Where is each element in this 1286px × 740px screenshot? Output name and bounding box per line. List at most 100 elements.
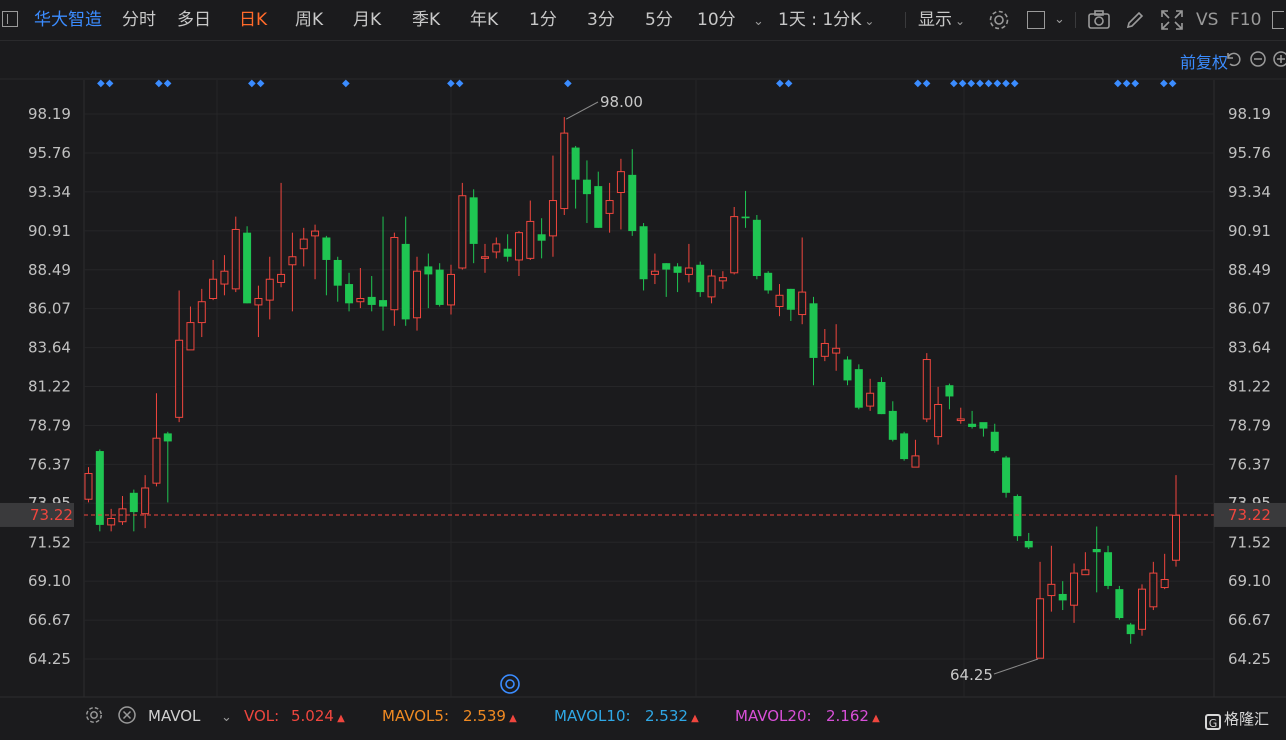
candle (662, 263, 671, 297)
fullscreen-icon[interactable] (1160, 9, 1184, 31)
event-marker[interactable]: ◆◆ (1160, 78, 1177, 89)
candle-body (107, 517, 116, 526)
y-tick-label-right: 66.67 (1228, 611, 1271, 629)
indicator-name[interactable]: MAVOL (148, 707, 201, 725)
logo-icon: G (1205, 714, 1221, 730)
candle-body (1138, 588, 1147, 630)
candle-body (220, 270, 229, 285)
event-marker[interactable]: ◆◆◆ (1114, 78, 1140, 89)
interval-selector[interactable]: 1天 : 1分K ⌄ (778, 10, 874, 31)
candle-body (503, 248, 512, 257)
indicator-value-text: 2.539 (463, 707, 506, 725)
chevron-down-icon[interactable]: ⌄ (221, 710, 232, 725)
candle-body (650, 270, 659, 275)
event-marker[interactable]: ◆ (564, 78, 573, 89)
candle (979, 422, 988, 437)
undo-icon[interactable] (1224, 50, 1242, 68)
candle-body (480, 256, 489, 259)
candle (413, 256, 422, 331)
candle (752, 215, 761, 280)
display-menu[interactable]: 显示 ⌄ (918, 10, 965, 31)
f10-button[interactable]: F10 (1230, 10, 1262, 30)
candle-body (265, 278, 274, 301)
indicator-value-text: 5.024 (291, 707, 334, 725)
adjust-mode-label[interactable]: 前复权 (1179, 53, 1228, 72)
candle-body (1058, 593, 1067, 601)
event-marker[interactable]: ◆◆ (447, 78, 464, 89)
candle-body (548, 200, 557, 237)
zoom-out-icon[interactable] (1249, 50, 1267, 68)
candle (469, 189, 478, 264)
candle (503, 234, 512, 262)
current-price-tag-right: 73.22 (1228, 506, 1271, 524)
candle-body (1013, 496, 1022, 537)
event-marker[interactable]: ◆◆ (155, 78, 172, 89)
candle (220, 255, 229, 296)
period-tab[interactable]: 分时 (122, 10, 156, 30)
period-tab[interactable]: 1分 (529, 10, 557, 30)
sidebar-toggle-icon[interactable] (2, 11, 18, 27)
candle-body (684, 267, 693, 275)
candle-body (832, 347, 841, 354)
event-marker[interactable]: ◆◆ (914, 78, 931, 89)
candle (718, 271, 727, 289)
candle (1036, 561, 1045, 659)
candles (84, 117, 1180, 659)
candle (764, 271, 773, 294)
event-marker[interactable]: ◆ (342, 78, 351, 89)
event-marker[interactable]: ◆◆◆◆◆◆◆◆ (950, 78, 1020, 89)
camera-icon[interactable] (1087, 9, 1111, 31)
candle (526, 200, 535, 260)
candle-body (764, 272, 773, 291)
candle-body (277, 273, 286, 283)
period-tab[interactable]: 多日 (177, 10, 211, 30)
y-tick-label-left: 69.10 (28, 572, 71, 590)
event-marker[interactable]: ◆◆ (97, 78, 114, 89)
period-tab[interactable]: 周K (295, 10, 324, 30)
candle-body (231, 228, 240, 290)
period-tab[interactable]: 10分 (697, 10, 736, 30)
pencil-icon[interactable] (1124, 9, 1146, 31)
candle (934, 386, 943, 445)
indicator-value: 5.024 ▲ (291, 707, 345, 728)
gear-icon[interactable] (988, 9, 1010, 31)
zoom-in-icon[interactable] (1272, 50, 1286, 68)
y-tick-label-left: 90.91 (28, 222, 71, 240)
candle-body (209, 278, 218, 300)
vs-compare-button[interactable]: VS (1196, 10, 1219, 30)
period-tab[interactable]: 月K (353, 10, 382, 30)
candle (945, 383, 954, 410)
candle (401, 216, 410, 326)
chevron-down-icon[interactable]: ⌄ (1054, 12, 1065, 27)
candle-body (1115, 589, 1124, 619)
candle-body (390, 236, 399, 311)
stock-name[interactable]: 华大智造 (34, 10, 102, 30)
candle (696, 261, 705, 297)
period-tab[interactable]: 季K (412, 10, 441, 30)
candle (1047, 545, 1056, 612)
period-tab[interactable]: 5分 (645, 10, 673, 30)
settings-icon[interactable] (84, 705, 104, 725)
chevron-down-icon[interactable]: ⌄ (753, 14, 764, 29)
close-icon[interactable] (117, 705, 137, 725)
event-markers: ◆◆ ◆◆ ◆◆ ◆ ◆◆ ◆ ◆◆ ◆◆ ◆◆◆◆◆◆◆◆ ◆◆◆ ◆◆ (97, 78, 1177, 89)
candle (673, 263, 682, 293)
period-tab[interactable]: 3分 (587, 10, 615, 30)
candle (922, 353, 931, 423)
navigator-icon[interactable] (500, 674, 520, 694)
panel-icon[interactable] (1272, 11, 1284, 29)
candle-body (696, 264, 705, 293)
period-tab[interactable]: 日K (239, 10, 268, 30)
candle-body (288, 256, 297, 266)
checkbox-icon[interactable] (1027, 11, 1045, 29)
period-tab[interactable]: 年K (470, 10, 499, 30)
candle (288, 232, 297, 312)
candle-body (979, 422, 988, 429)
candle (197, 288, 206, 338)
candlestick-chart[interactable]: ◆◆ ◆◆ ◆◆ ◆ ◆◆ ◆ ◆◆ ◆◆ ◆◆◆◆◆◆◆◆ ◆◆◆ ◆◆ 98.19 98.1995… (0, 40, 1286, 700)
candle (582, 160, 591, 224)
chart-grid (0, 78, 1286, 698)
candle-body (741, 216, 750, 219)
event-marker[interactable]: ◆◆ (248, 78, 265, 89)
event-marker[interactable]: ◆◆ (776, 78, 793, 89)
